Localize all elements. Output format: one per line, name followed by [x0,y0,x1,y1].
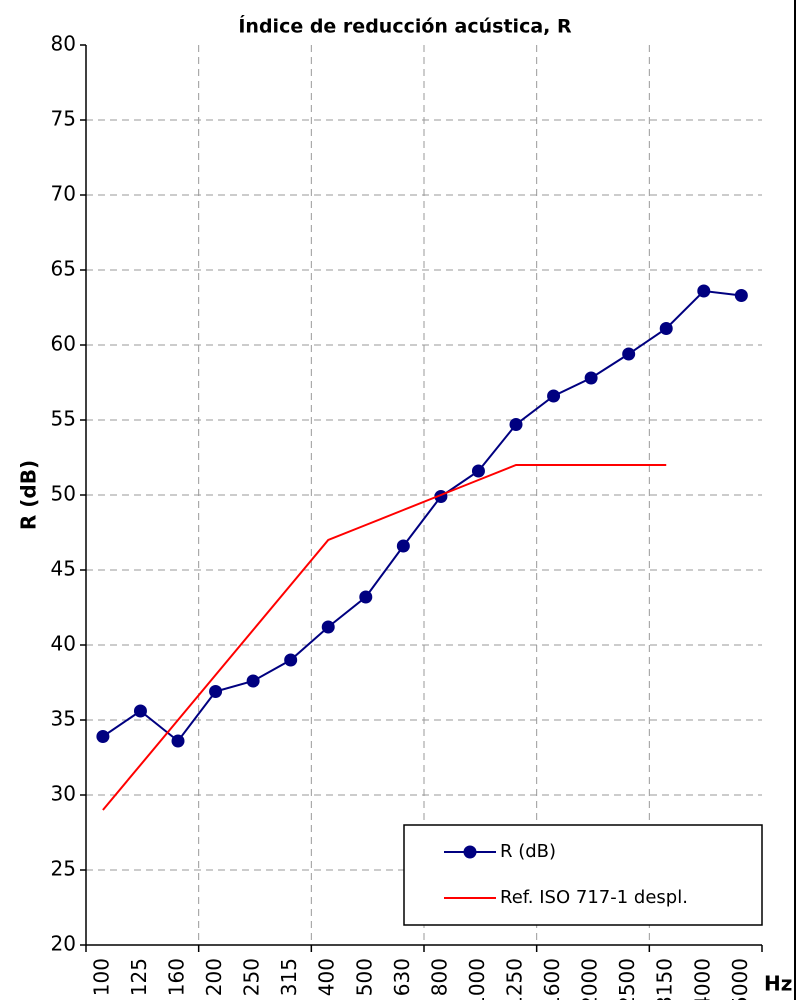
chart-title: Índice de reducción acústica, R [238,15,572,38]
data-point [697,284,711,298]
y-axis-label: R (dB) [17,460,41,530]
data-point [321,620,335,634]
y-tick-label: 45 [51,557,76,581]
data-point [471,464,485,478]
x-tick-label: 400 [315,958,339,996]
data-point [547,389,561,403]
x-tick-label: 250 [240,958,264,996]
x-tick-label: 1000 [465,958,489,1000]
y-tick-label: 30 [51,782,76,806]
data-point [246,674,260,688]
data-point [584,371,598,385]
x-tick-label: 100 [89,958,113,996]
y-tick-label: 35 [51,707,76,731]
data-point [284,653,298,667]
x-tick-label: 5000 [728,958,752,1000]
data-point [622,347,636,361]
data-point [96,730,110,743]
data-point [734,289,748,302]
x-tick-label: 1250 [503,958,527,1000]
y-tick-label: 80 [51,32,76,56]
x-tick-label: 800 [427,958,451,996]
data-point [396,539,410,553]
data-point [171,734,185,748]
y-tick-label: 55 [51,407,76,431]
y-tick-label: 40 [51,632,76,656]
data-point [359,590,373,604]
x-tick-label: 1600 [540,958,564,1000]
legend-label: R (dB) [500,841,556,862]
y-tick-label: 25 [51,857,76,881]
x-tick-label: 2000 [578,958,602,1000]
y-tick-label: 75 [51,107,76,131]
data-point [209,685,223,698]
x-tick-label: 500 [352,958,376,996]
y-tick-label: 65 [51,257,76,281]
legend-label: Ref. ISO 717-1 despl. [500,887,688,908]
x-tick-label: 160 [165,958,189,996]
y-tick-label: 60 [51,332,76,356]
y-tick-label: 70 [51,182,76,206]
y-tick-label: 20 [51,932,76,956]
data-point [133,704,147,718]
x-tick-label: 2500 [615,958,639,1000]
y-tick-label: 50 [51,482,76,506]
x-tick-label: 3150 [653,958,677,1000]
series-line [102,289,742,743]
x-tick-label: 125 [127,958,151,996]
data-point [659,322,673,335]
data-point [509,418,523,431]
x-tick-label: 630 [390,958,414,996]
series-line [102,464,667,811]
x-tick-label: 4000 [690,958,714,1000]
legend-box [403,824,763,926]
x-tick-label: 315 [277,958,301,996]
x-axis-label: Hz [764,972,792,996]
x-tick-label: 200 [202,958,226,996]
legend-marker [463,845,477,859]
